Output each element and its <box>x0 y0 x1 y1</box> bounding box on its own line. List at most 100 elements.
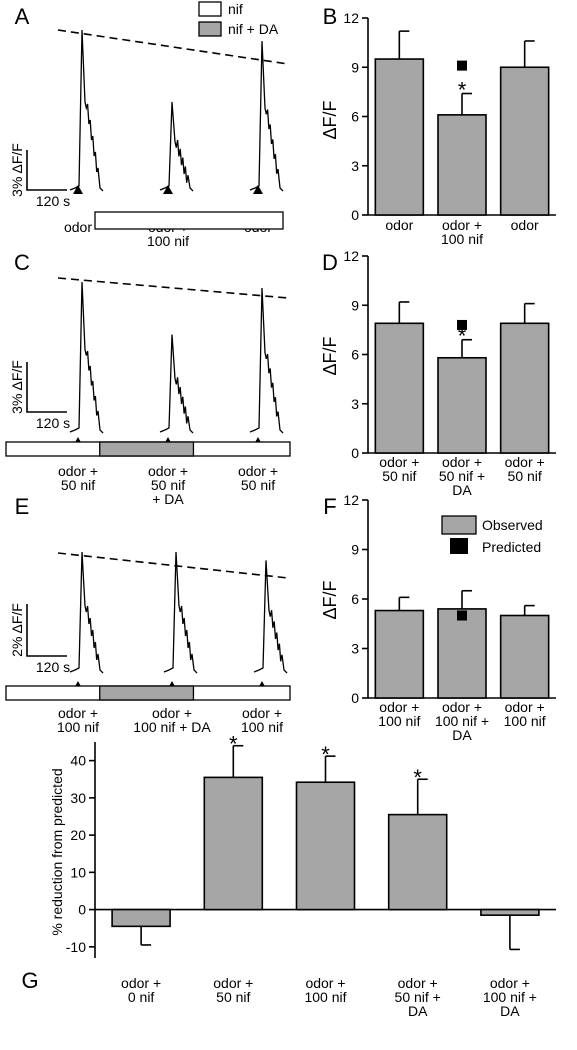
scale-bar-x-label: 120 s <box>36 415 70 431</box>
category-label: odor + <box>442 217 482 233</box>
y-tick-label: 0 <box>351 445 359 461</box>
category-label: 100 nif + <box>483 989 537 1005</box>
bar <box>203 776 264 911</box>
panel-letter-f: F <box>323 494 336 519</box>
category-label: 100 nif + <box>435 713 489 729</box>
category-label: 100 nif <box>304 989 346 1005</box>
calcium-trace-response <box>69 29 104 192</box>
y-tick-label: 9 <box>351 542 359 558</box>
calcium-trace-response <box>249 41 284 192</box>
panel-letter-g: G <box>21 968 38 993</box>
legend-label-nif-da: nif + DA <box>228 21 279 37</box>
category-label: 50 nif <box>382 468 416 484</box>
legend-swatch-predicted <box>450 538 468 554</box>
y-tick-label: 0 <box>351 207 359 223</box>
trace-stimulus-label: 50 nif <box>151 477 185 493</box>
category-label: 50 nif <box>216 989 250 1005</box>
category-label: 50 nif + <box>395 989 441 1005</box>
panel-letter-d: D <box>322 250 338 275</box>
category-label: 0 nif <box>128 989 155 1005</box>
category-label: odor + <box>505 699 545 715</box>
y-tick-label: 12 <box>343 248 359 264</box>
scale-bar-y-label: 3% ΔF/F <box>9 360 25 414</box>
trace-stimulus-label: 100 nif <box>241 719 283 735</box>
trace-stimulus-label: 100 nif <box>147 233 189 249</box>
trace-stimulus-label: odor + <box>152 705 192 721</box>
scale-bar <box>26 150 67 191</box>
y-tick-label: -10 <box>66 939 86 955</box>
bar <box>387 813 448 911</box>
y-tick-label: 9 <box>351 59 359 75</box>
legend-swatch-nif-da <box>198 21 222 37</box>
significance-marker: * <box>321 742 330 767</box>
category-label: DA <box>408 1003 428 1019</box>
category-label: 100 nif <box>378 713 420 729</box>
category-label: odor <box>511 217 539 233</box>
trace-stimulus-label: 50 nif <box>61 477 95 493</box>
scale-bar-y-label: 2% ΔF/F <box>9 603 25 657</box>
category-label: odor + <box>379 454 419 470</box>
category-label: 50 nif <box>508 468 542 484</box>
bar <box>499 614 550 699</box>
calcium-trace-response <box>159 334 194 434</box>
y-axis-label: ΔF/F <box>320 100 340 139</box>
y-tick-label: 0 <box>78 902 86 918</box>
trace-stimulus-label: odor <box>64 219 92 235</box>
legend-label-nif: nif <box>228 1 243 17</box>
category-label: odor + <box>379 699 419 715</box>
y-tick-label: 6 <box>351 347 359 363</box>
treatment-bar-da-segment <box>99 441 195 457</box>
legend-swatch-nif <box>198 1 222 17</box>
category-label: odor + <box>490 975 530 991</box>
y-tick-label: 9 <box>351 297 359 313</box>
bar <box>499 66 550 216</box>
category-label: 100 nif <box>441 231 483 247</box>
odor-onset-arrow-icon <box>253 185 263 194</box>
category-label: odor + <box>442 454 482 470</box>
y-tick-label: 40 <box>70 753 86 769</box>
category-label: odor + <box>305 975 345 991</box>
predicted-marker <box>457 60 467 71</box>
trace-stimulus-label: + DA <box>152 491 184 507</box>
scale-bar <box>26 604 67 657</box>
panel-letter-b: B <box>323 4 338 29</box>
category-label: odor + <box>398 975 438 991</box>
panel-letter-c: C <box>14 250 30 275</box>
y-tick-label: 6 <box>351 109 359 125</box>
trace-stimulus-label: odor + <box>148 463 188 479</box>
odor-onset-arrow-icon <box>73 185 83 194</box>
bar <box>374 609 425 699</box>
legend-label-predicted: Predicted <box>482 539 541 555</box>
trace-stimulus-label: odor + <box>58 463 98 479</box>
y-axis-label: % reduction from predicted <box>49 768 65 935</box>
calcium-trace-response <box>253 560 288 674</box>
trace-stimulus-label: 100 nif <box>57 719 99 735</box>
calcium-trace-response <box>249 287 284 434</box>
panel-letter-a: A <box>15 4 30 29</box>
category-label: odor + <box>505 454 545 470</box>
trace-stimulus-label: odor + <box>238 463 278 479</box>
trace-stimulus-label: 50 nif <box>241 477 275 493</box>
trace-stimulus-label: 100 nif + DA <box>133 719 211 735</box>
y-tick-label: 12 <box>343 10 359 26</box>
category-label: odor + <box>442 699 482 715</box>
y-tick-label: 20 <box>70 827 86 843</box>
y-axis-label: ΔF/F <box>320 336 340 375</box>
y-tick-label: 3 <box>351 641 359 657</box>
significance-marker: * <box>458 324 467 349</box>
panel-letter-e: E <box>15 494 30 519</box>
category-label: 50 nif + <box>439 468 485 484</box>
y-tick-label: 3 <box>351 158 359 174</box>
calcium-trace-response <box>69 551 104 674</box>
legend-label-observed: Observed <box>482 517 543 533</box>
y-tick-label: 12 <box>343 492 359 508</box>
category-label: 100 nif <box>504 713 546 729</box>
significance-marker: * <box>458 78 467 103</box>
scale-bar <box>26 362 67 413</box>
bar <box>499 322 550 454</box>
y-tick-label: 10 <box>70 864 86 880</box>
scale-bar-y-label: 3% ΔF/F <box>9 143 25 197</box>
bar <box>437 608 487 699</box>
scale-bar-x-label: 120 s <box>36 193 70 209</box>
